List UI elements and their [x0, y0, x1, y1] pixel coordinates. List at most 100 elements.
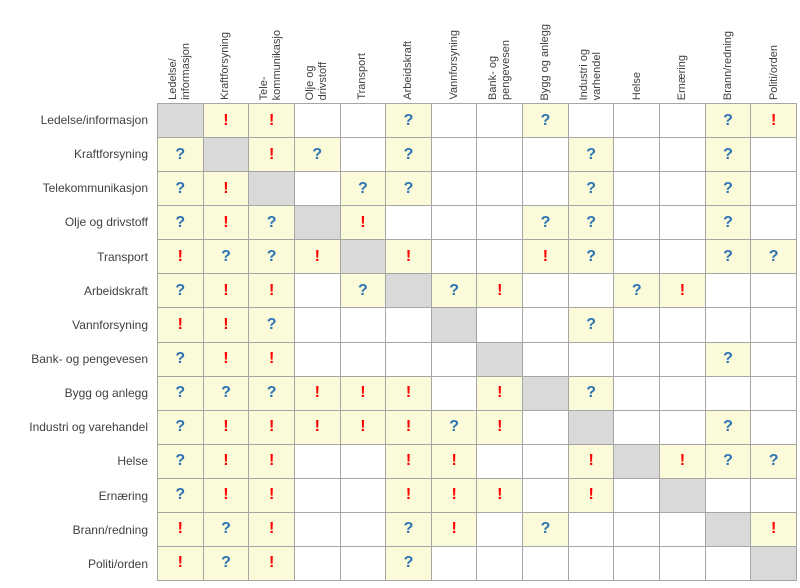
exclamation-mark: ! [360, 418, 366, 436]
question-mark: ? [449, 418, 460, 436]
col-header-5: Transport [340, 0, 386, 103]
exclamation-mark: ! [451, 520, 457, 538]
question-mark: ? [723, 179, 733, 197]
cell-r7-c13 [705, 308, 752, 343]
cell-r14-c8 [477, 546, 524, 581]
cell-r10-c14 [751, 410, 797, 445]
exclamation-mark: ! [679, 452, 686, 470]
exclamation-mark: ! [588, 486, 594, 504]
cell-r12-c10: ! [568, 478, 615, 513]
cell-r12-c8: ! [477, 478, 524, 513]
cell-r7-c12 [660, 308, 706, 343]
cell-r2-c9 [523, 138, 569, 173]
cell-r14-c4 [294, 546, 341, 581]
exclamation-mark: ! [268, 554, 275, 572]
cell-r8-c10 [568, 342, 615, 377]
cell-r5-c9: ! [523, 240, 569, 275]
cell-r4-c8 [477, 206, 524, 241]
cell-r5-c2: ? [203, 240, 250, 275]
cell-r11-c1: ? [158, 444, 204, 479]
cell-r5-c1: ! [158, 240, 204, 275]
cell-r4-c3: ? [249, 206, 295, 241]
exclamation-mark: ! [405, 418, 412, 436]
exclamation-mark: ! [223, 111, 229, 129]
question-mark: ? [175, 213, 186, 231]
col-header-9: Bygg og anlegg [523, 0, 569, 103]
cell-r8-c4 [294, 342, 341, 377]
col-header-label: Brann/redning [721, 30, 734, 100]
cell-r6-c10 [568, 274, 615, 309]
cell-r9-c1: ? [158, 376, 204, 411]
question-mark: ? [540, 213, 551, 231]
col-header-4: Olje og drivstoff [294, 0, 340, 103]
matrix-grid: !!???!?!?????!?????!?!???!??!!!????!!??!… [157, 103, 797, 581]
col-header-12: Ernæring [660, 0, 706, 103]
cell-r4-c11 [614, 206, 661, 241]
cell-r6-c9 [523, 274, 569, 309]
question-mark: ? [175, 452, 186, 470]
cell-r3-c10: ? [568, 172, 615, 207]
cell-r3-c5: ? [340, 172, 387, 207]
cell-r13-c10 [568, 512, 615, 547]
cell-r14-c6: ? [386, 546, 432, 581]
exclamation-mark: ! [177, 554, 183, 572]
cell-r12-c12 [660, 478, 706, 513]
question-mark: ? [723, 145, 733, 163]
cell-r10-c6: ! [386, 410, 432, 445]
cell-r6-c6 [386, 274, 432, 309]
cell-r2-c10: ? [568, 138, 615, 173]
cell-r4-c10: ? [568, 206, 615, 241]
question-mark: ? [221, 247, 231, 265]
cell-r6-c14 [751, 274, 797, 309]
cell-r7-c11 [614, 308, 661, 343]
cell-r7-c9 [523, 308, 569, 343]
row-labels: Ledelse/informasjon Kraftforsyning Telekom… [0, 103, 157, 581]
cell-r6-c5: ? [340, 274, 387, 309]
row-label-12: Ernæring [98, 488, 148, 503]
cell-r14-c12 [660, 546, 706, 581]
cell-r8-c12 [660, 342, 706, 377]
cell-r8-c13: ? [705, 342, 752, 377]
cell-r12-c3: ! [249, 478, 295, 513]
question-mark: ? [768, 247, 779, 265]
cell-r4-c5: ! [340, 206, 387, 241]
cell-r13-c5 [340, 512, 387, 547]
exclamation-mark: ! [177, 315, 183, 333]
row-label-7: Vannforsyning [72, 317, 148, 332]
col-header-label: Olje og drivstoff [304, 61, 329, 100]
cell-r14-c11 [614, 546, 661, 581]
cell-r12-c14 [751, 478, 797, 513]
cell-r11-c4 [294, 444, 341, 479]
cell-r14-c3: ! [249, 546, 295, 581]
exclamation-mark: ! [497, 486, 503, 504]
col-header-8: Bank- og pengevesen [477, 0, 523, 103]
cell-r10-c5: ! [340, 410, 387, 445]
cell-r6-c7: ? [431, 274, 478, 309]
cell-r14-c5 [340, 546, 387, 581]
cell-r7-c10: ? [568, 308, 615, 343]
cell-r4-c14 [751, 206, 797, 241]
cell-r4-c7 [431, 206, 478, 241]
cell-r5-c8 [477, 240, 524, 275]
cell-r13-c7: ! [431, 512, 478, 547]
cell-r12-c1: ? [158, 478, 204, 513]
cell-r3-c13: ? [705, 172, 752, 207]
cell-r9-c7 [431, 376, 478, 411]
question-mark: ? [403, 111, 414, 129]
col-header-label: Bank- og pengevesen [486, 40, 512, 100]
col-header-label: Helse [630, 71, 643, 100]
cell-r10-c13: ? [705, 410, 752, 445]
exclamation-mark: ! [405, 486, 412, 504]
col-header-1: Ledelse/ informasjon [157, 0, 203, 103]
exclamation-mark: ! [268, 350, 275, 368]
question-mark: ? [723, 213, 733, 231]
cell-r3-c2: ! [203, 172, 250, 207]
col-header-label: Vannforsyning [447, 30, 460, 100]
question-mark: ? [266, 384, 277, 402]
exclamation-mark: ! [268, 486, 275, 504]
cell-r13-c4 [294, 512, 341, 547]
cell-r1-c7 [431, 104, 478, 139]
col-header-label: Ledelse/ informasjon [166, 43, 192, 100]
cell-r13-c2: ? [203, 512, 250, 547]
cell-r3-c11 [614, 172, 661, 207]
